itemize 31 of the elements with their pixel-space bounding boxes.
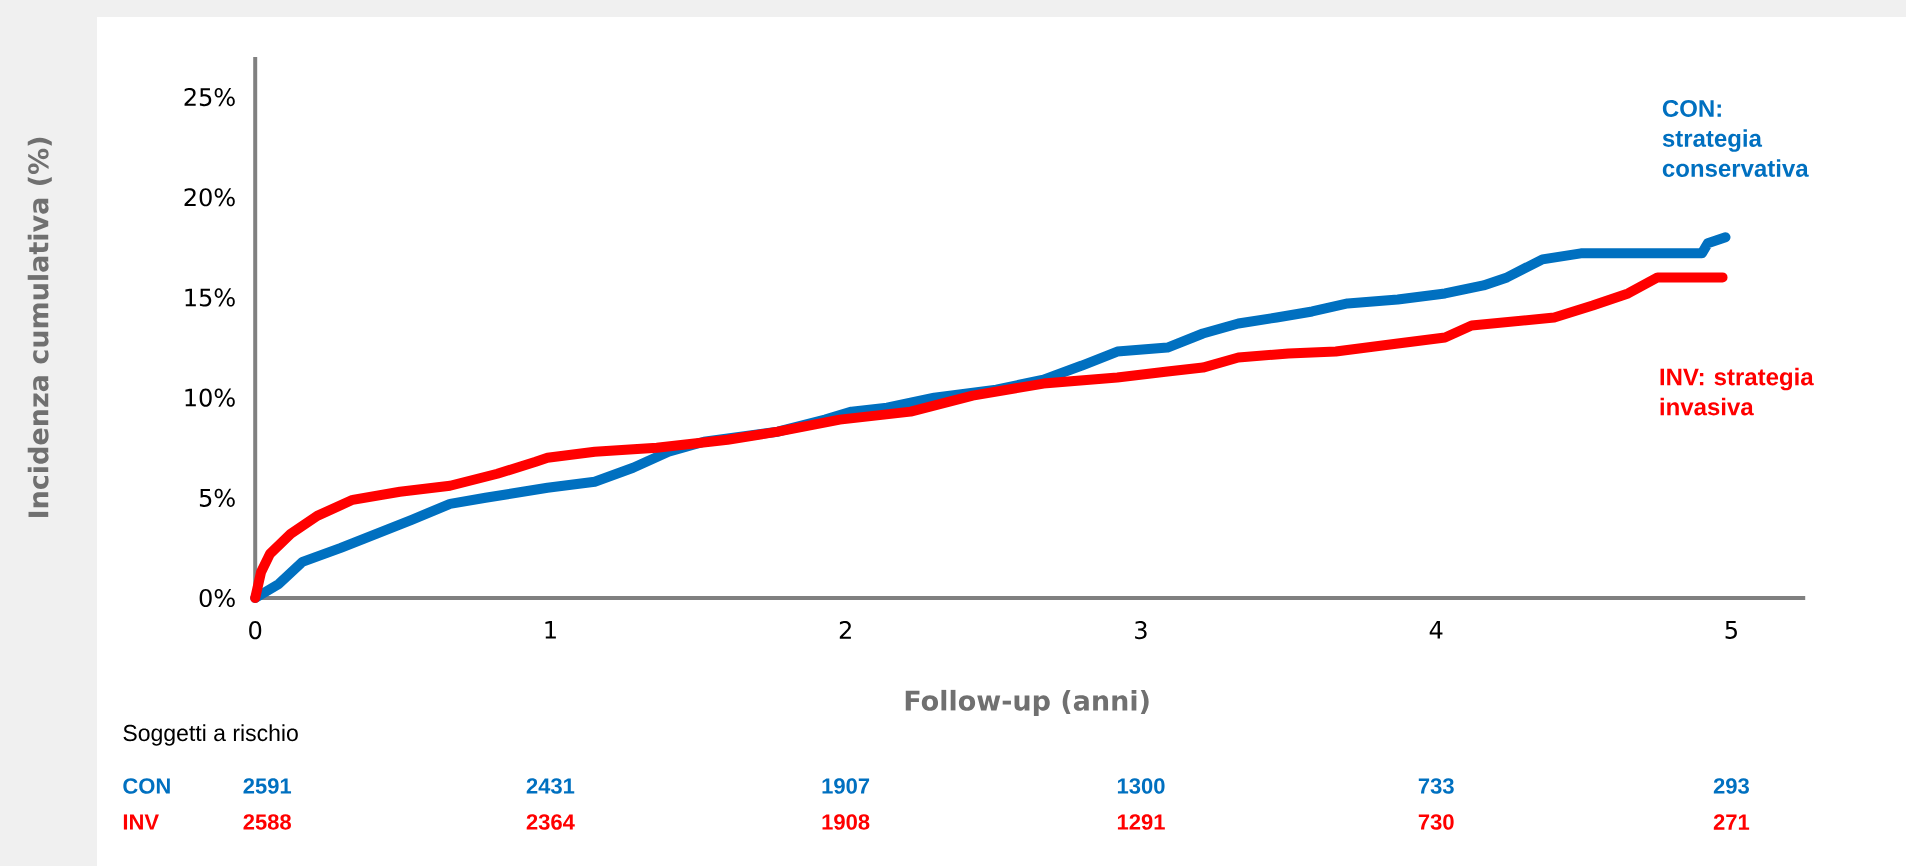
x-tick-label: 3 xyxy=(1135,621,1147,640)
text: 1907 xyxy=(822,778,870,794)
x-tick-label: 0 xyxy=(249,621,262,640)
text: INV xyxy=(123,814,159,830)
text: 271 xyxy=(1713,814,1750,830)
y-axis-title: Incidenza cumulativa (%) xyxy=(27,137,52,517)
y-tick-label: 5% xyxy=(199,488,235,507)
text: 2591 xyxy=(243,778,292,794)
y-tick-label: 10% xyxy=(185,388,235,407)
y-tick-label: 25% xyxy=(184,87,235,107)
text: 2588 xyxy=(243,814,291,830)
text: 293 xyxy=(1713,778,1749,794)
text: 1300 xyxy=(1117,778,1165,794)
y-tick-label: 0% xyxy=(199,588,235,608)
text: Soggetti a rischio xyxy=(123,724,298,746)
x-tick-label: 4 xyxy=(1429,621,1443,639)
text: CON: strategia conservativa xyxy=(1662,99,1809,177)
text: 2364 xyxy=(526,814,575,830)
text: 1908 xyxy=(822,814,870,830)
text: 733 xyxy=(1418,778,1454,794)
x-tick-label: 2 xyxy=(839,621,851,639)
text: CON xyxy=(123,778,170,794)
x-tick-label: 1 xyxy=(545,621,556,639)
text: 1291 xyxy=(1117,814,1165,830)
text: INV: strategia invasiva xyxy=(1660,367,1814,416)
text: 730 xyxy=(1418,814,1454,830)
x-tick-label: 5 xyxy=(1725,621,1737,639)
y-tick-label: 15% xyxy=(185,288,235,307)
y-tick-label: 20% xyxy=(184,188,235,207)
text: 2431 xyxy=(526,778,575,794)
x-axis-title: Follow-up (anni) xyxy=(905,689,1149,716)
